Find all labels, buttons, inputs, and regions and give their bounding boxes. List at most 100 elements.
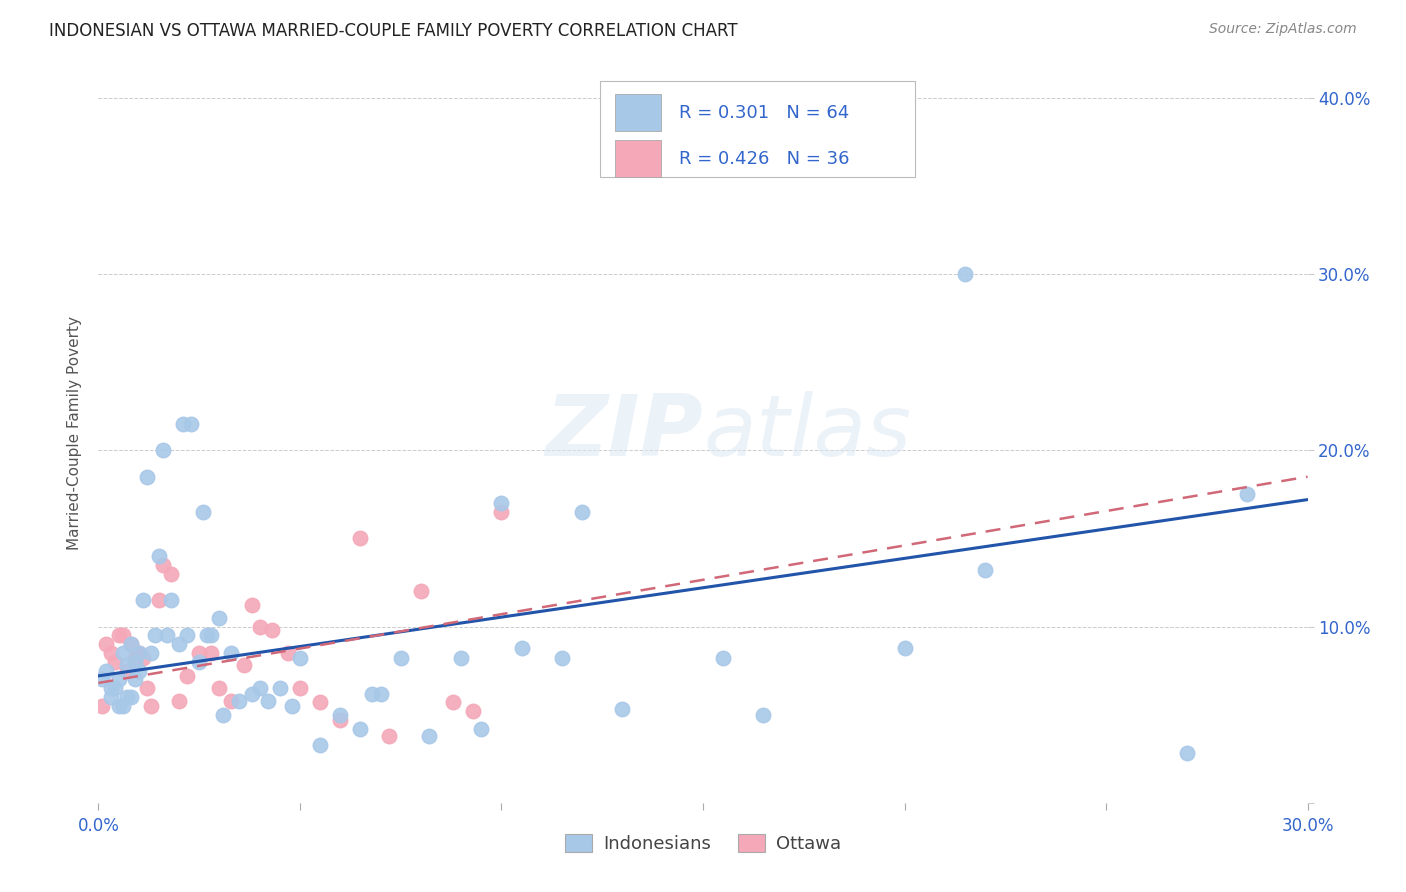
Point: [176, 628, 198, 642]
Point: [132, 651, 155, 665]
Point: [96, 637, 118, 651]
Text: R = 0.301   N = 64: R = 0.301 N = 64: [679, 103, 849, 122]
Point: [269, 681, 291, 696]
Point: [107, 628, 129, 642]
Point: [893, 640, 915, 655]
Point: [111, 646, 134, 660]
Point: [389, 651, 412, 665]
Point: [132, 593, 155, 607]
Point: [188, 655, 211, 669]
Point: [176, 669, 198, 683]
Point: [100, 646, 122, 660]
Point: [107, 673, 129, 687]
Point: [152, 558, 174, 572]
Point: [349, 722, 371, 736]
Point: [309, 695, 332, 709]
Point: [195, 628, 218, 642]
Point: [188, 646, 211, 660]
Point: [470, 722, 492, 736]
Point: [148, 549, 170, 563]
Point: [120, 637, 142, 651]
Point: [128, 664, 150, 678]
Point: [377, 729, 399, 743]
Point: [124, 655, 146, 669]
Point: [180, 417, 202, 431]
Point: [329, 707, 352, 722]
Point: [277, 646, 299, 660]
Point: [370, 686, 392, 700]
Point: [240, 686, 263, 700]
Point: [148, 593, 170, 607]
Point: [172, 417, 194, 431]
Point: [167, 693, 190, 707]
Point: [200, 628, 222, 642]
Point: [160, 566, 183, 581]
Point: [91, 673, 114, 687]
Point: [349, 532, 371, 546]
Point: [115, 664, 138, 678]
Point: [135, 681, 157, 696]
Point: [441, 695, 464, 709]
Point: [711, 651, 734, 665]
Text: atlas: atlas: [703, 391, 911, 475]
Point: [128, 646, 150, 660]
Point: [124, 651, 146, 665]
Point: [240, 599, 263, 613]
Point: [156, 628, 179, 642]
Point: [124, 673, 146, 687]
Point: [288, 681, 311, 696]
Point: [152, 443, 174, 458]
Point: [309, 738, 332, 752]
Text: ZIP: ZIP: [546, 391, 703, 475]
Point: [221, 693, 243, 707]
Point: [612, 702, 634, 716]
Point: [111, 698, 134, 713]
Text: R = 0.426   N = 36: R = 0.426 N = 36: [679, 150, 849, 168]
Point: [193, 505, 215, 519]
Point: [491, 496, 513, 510]
Point: [953, 267, 976, 281]
Point: [256, 693, 278, 707]
Point: [100, 681, 122, 696]
Text: INDONESIAN VS OTTAWA MARRIED-COUPLE FAMILY POVERTY CORRELATION CHART: INDONESIAN VS OTTAWA MARRIED-COUPLE FAMI…: [49, 22, 738, 40]
FancyBboxPatch shape: [614, 140, 661, 178]
Y-axis label: Married-Couple Family Poverty: Married-Couple Family Poverty: [67, 316, 83, 549]
Point: [139, 646, 162, 660]
Point: [232, 658, 254, 673]
Point: [288, 651, 311, 665]
Point: [212, 707, 235, 722]
Point: [115, 690, 138, 704]
Point: [91, 698, 114, 713]
Point: [100, 690, 122, 704]
Point: [409, 584, 432, 599]
Point: [551, 651, 574, 665]
Point: [491, 505, 513, 519]
Point: [103, 681, 125, 696]
Point: [120, 637, 142, 651]
Point: [418, 729, 440, 743]
FancyBboxPatch shape: [614, 95, 661, 131]
Point: [1175, 747, 1198, 761]
Point: [329, 713, 352, 727]
Point: [96, 664, 118, 678]
Point: [128, 646, 150, 660]
Point: [571, 505, 593, 519]
Point: [103, 655, 125, 669]
Point: [139, 698, 162, 713]
FancyBboxPatch shape: [600, 81, 915, 178]
Legend: Indonesians, Ottawa: Indonesians, Ottawa: [558, 827, 848, 861]
Point: [228, 693, 250, 707]
Point: [208, 610, 231, 624]
Point: [167, 637, 190, 651]
Point: [160, 593, 183, 607]
Point: [463, 704, 485, 718]
Point: [143, 628, 166, 642]
Point: [249, 681, 271, 696]
Point: [510, 640, 533, 655]
Point: [281, 698, 304, 713]
Point: [120, 690, 142, 704]
Text: Source: ZipAtlas.com: Source: ZipAtlas.com: [1209, 22, 1357, 37]
Point: [208, 681, 231, 696]
Point: [111, 628, 134, 642]
Point: [135, 469, 157, 483]
